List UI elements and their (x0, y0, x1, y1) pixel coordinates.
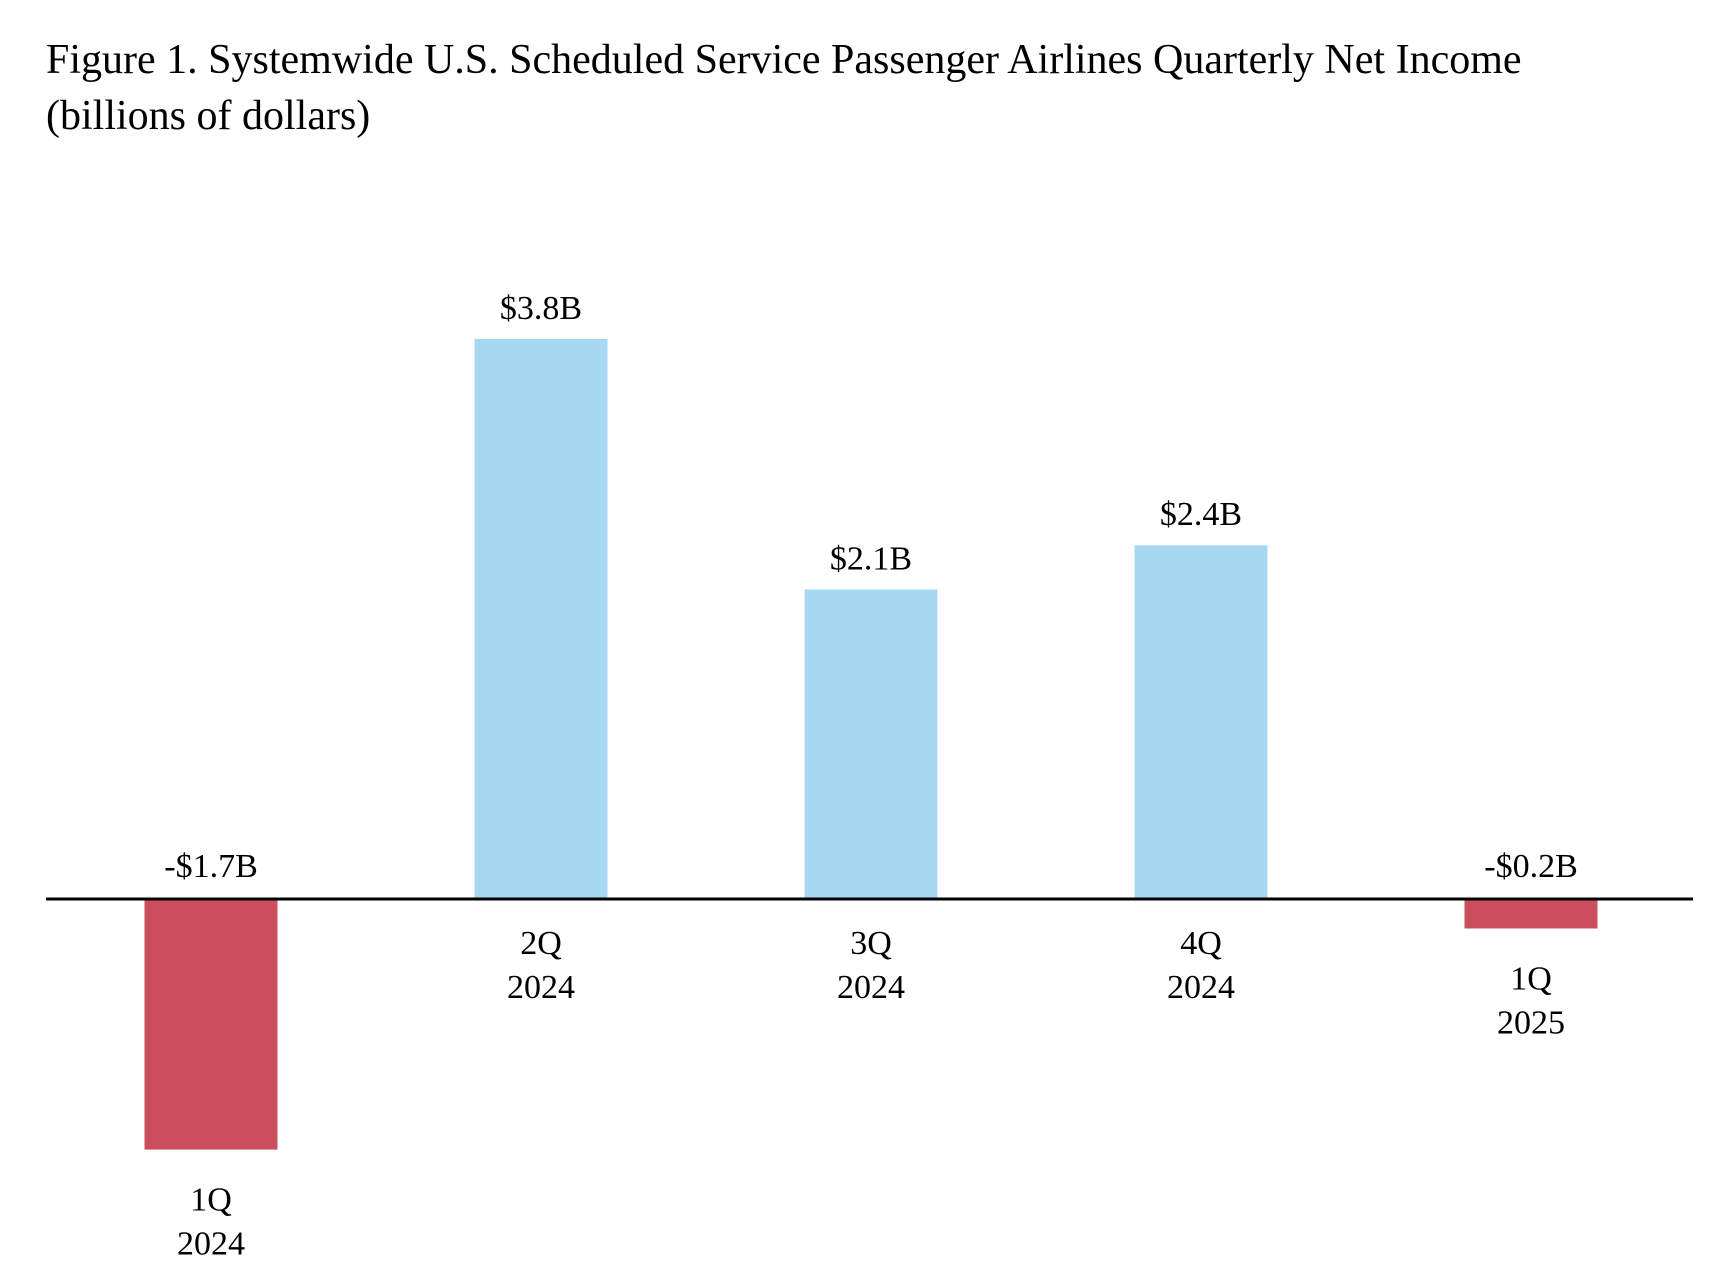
chart-title: Figure 1. Systemwide U.S. Scheduled Serv… (46, 32, 1522, 144)
data-label: $2.1B (830, 540, 912, 577)
category-label-quarter: 1Q (190, 1182, 232, 1219)
data-label: $3.8B (500, 290, 582, 327)
category-label-quarter: 2Q (520, 925, 562, 962)
chart-title-line2: (billions of dollars) (46, 93, 371, 139)
category-label-quarter: 3Q (850, 925, 892, 962)
category-label-quarter: 4Q (1180, 925, 1222, 962)
category-label-year: 2024 (177, 1226, 245, 1263)
category-label-year: 2025 (1497, 1004, 1565, 1041)
bar-4q-2024 (1134, 545, 1268, 899)
bar-1q-2025 (1464, 899, 1598, 929)
bar-1q-2024 (144, 899, 278, 1150)
data-label: $2.4B (1160, 496, 1242, 533)
category-labels-group: 1Q 2024 2Q 2024 3Q 2024 4Q 2024 1Q 2025 (177, 925, 1565, 1263)
bar-3q-2024 (804, 589, 938, 899)
data-label: -$0.2B (1484, 848, 1578, 885)
category-label-year: 2024 (837, 969, 905, 1006)
category-label-quarter: 1Q (1510, 960, 1552, 997)
chart-title-line1: Figure 1. Systemwide U.S. Scheduled Serv… (46, 37, 1522, 83)
value-labels-group: -$1.7B $3.8B $2.1B $2.4B -$0.2B (164, 290, 1578, 885)
data-label: -$1.7B (164, 848, 258, 885)
category-label-year: 2024 (507, 969, 575, 1006)
category-label-year: 2024 (1167, 969, 1235, 1006)
bars-group (144, 338, 1598, 1150)
bar-2q-2024 (474, 338, 608, 899)
